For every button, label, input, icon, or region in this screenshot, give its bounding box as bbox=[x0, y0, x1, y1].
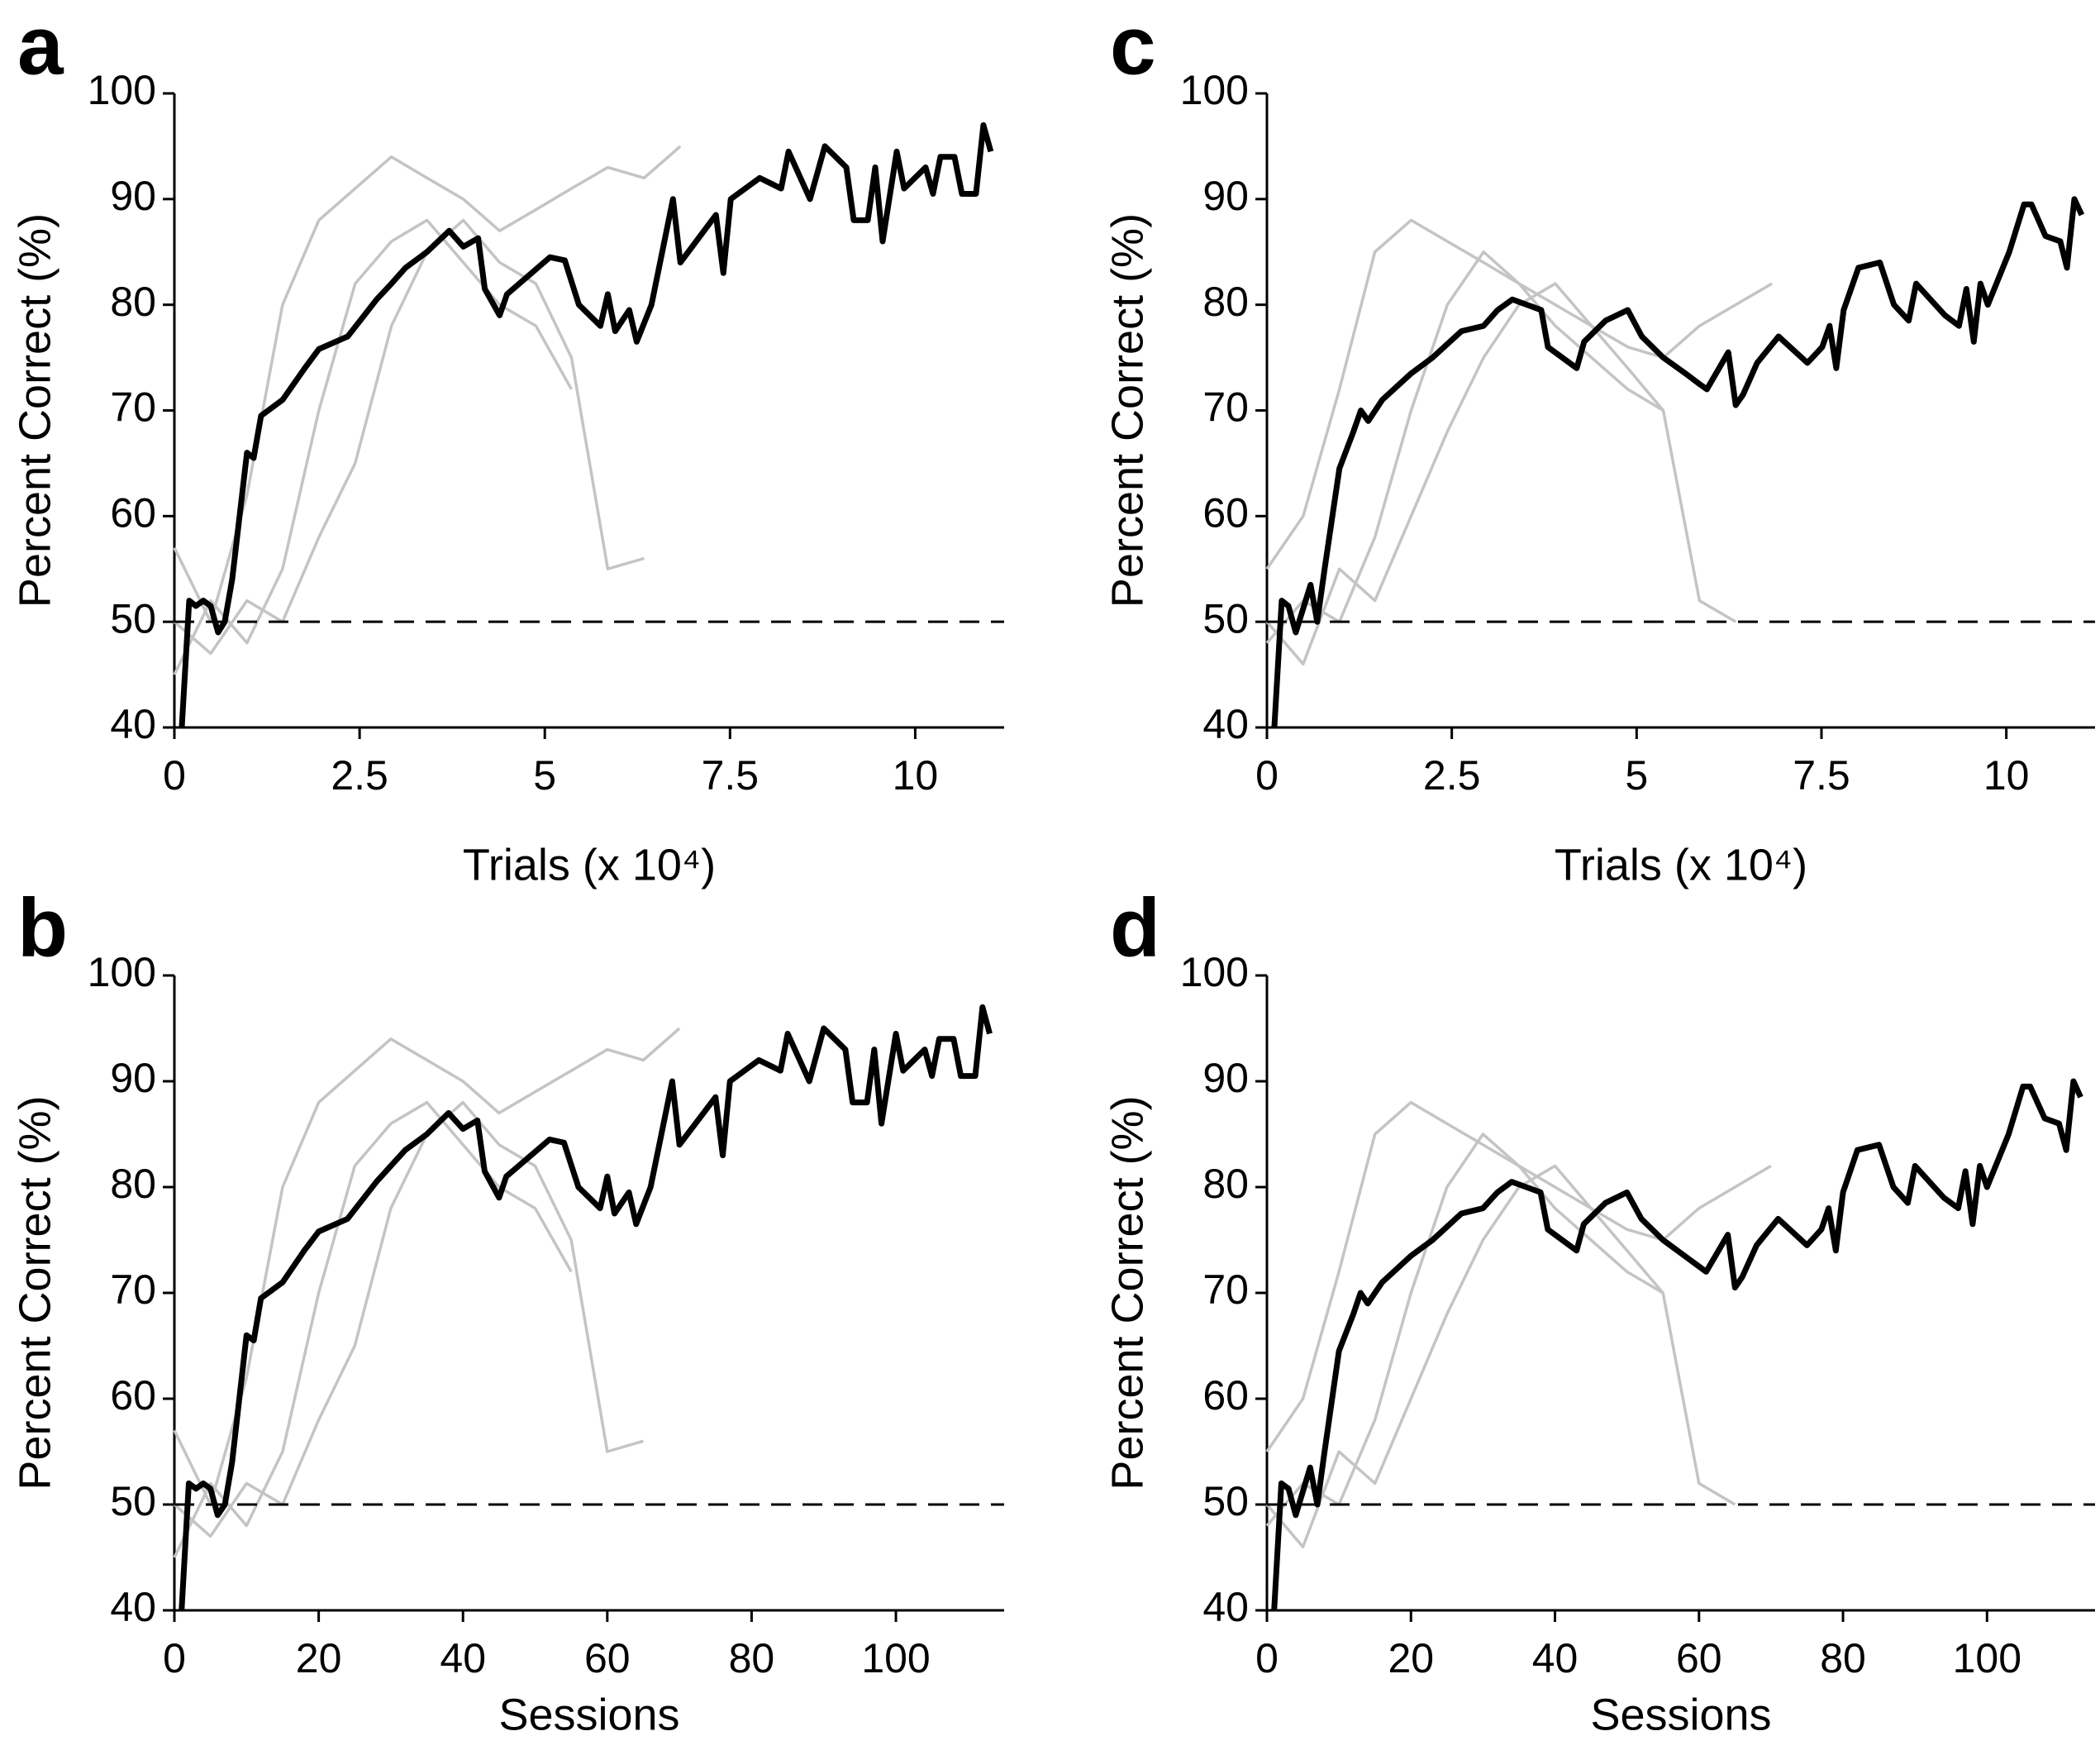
y-tick-label: 60 bbox=[110, 1372, 156, 1419]
x-tick-label: 60 bbox=[1676, 1635, 1722, 1681]
x-axis-label: Trials (x 10⁴) bbox=[463, 840, 716, 889]
y-tick-label: 80 bbox=[110, 279, 156, 325]
panel-label: d bbox=[1110, 881, 1160, 974]
y-tick-label: 100 bbox=[88, 949, 156, 995]
y-tick-label: 60 bbox=[1202, 490, 1249, 537]
x-tick-label: 2.5 bbox=[1423, 752, 1481, 799]
y-tick-label: 100 bbox=[1180, 67, 1249, 113]
x-tick-label: 60 bbox=[584, 1635, 631, 1681]
data-line bbox=[1271, 196, 2085, 728]
x-tick-label: 5 bbox=[533, 752, 556, 799]
y-tick-label: 50 bbox=[110, 1478, 156, 1524]
x-tick-label: 5 bbox=[1625, 752, 1648, 799]
x-tick-label: 40 bbox=[1532, 1635, 1579, 1681]
y-axis-label: Percent Correct (%) bbox=[10, 1095, 60, 1490]
y-tick-label: 80 bbox=[1202, 279, 1249, 325]
data-line bbox=[179, 1004, 993, 1611]
x-tick-label: 80 bbox=[729, 1635, 775, 1681]
panel-label: b bbox=[17, 881, 68, 974]
data-line bbox=[1265, 1164, 1736, 1548]
x-tick-label: 0 bbox=[1255, 1635, 1279, 1681]
y-axis-label: Percent Correct (%) bbox=[10, 213, 60, 608]
x-tick-label: 7.5 bbox=[1793, 752, 1850, 799]
y-tick-label: 70 bbox=[110, 384, 156, 431]
y-tick-label: 100 bbox=[1180, 949, 1249, 995]
data-line bbox=[1265, 250, 1664, 644]
y-tick-label: 40 bbox=[1202, 1584, 1249, 1630]
data-line bbox=[173, 218, 574, 675]
y-tick-label: 80 bbox=[110, 1161, 156, 1207]
data-line bbox=[173, 1100, 573, 1558]
y-axis-label: Percent Correct (%) bbox=[1102, 1095, 1152, 1490]
y-tick-label: 40 bbox=[1202, 701, 1249, 747]
data-line bbox=[173, 218, 645, 656]
x-tick-label: 10 bbox=[893, 752, 939, 799]
x-axis-label: Sessions bbox=[1590, 1690, 1771, 1739]
x-tick-label: 40 bbox=[440, 1635, 486, 1681]
y-tick-label: 90 bbox=[110, 1055, 156, 1101]
x-tick-label: 20 bbox=[1388, 1635, 1434, 1681]
y-axis-label: Percent Correct (%) bbox=[1102, 213, 1152, 608]
data-line bbox=[1265, 282, 1737, 666]
y-tick-label: 100 bbox=[88, 67, 156, 113]
panel-label: c bbox=[1110, 0, 1156, 92]
x-tick-label: 0 bbox=[1255, 752, 1279, 799]
y-tick-label: 50 bbox=[110, 595, 156, 641]
data-line bbox=[179, 122, 994, 728]
y-tick-label: 90 bbox=[1202, 173, 1249, 219]
data-line bbox=[1265, 218, 1773, 570]
x-axis-label: Trials (x 10⁴) bbox=[1555, 840, 1807, 889]
y-tick-label: 40 bbox=[110, 701, 156, 747]
panel-label: a bbox=[17, 0, 64, 92]
x-axis-label: Sessions bbox=[498, 1690, 679, 1739]
y-tick-label: 70 bbox=[1202, 1266, 1249, 1313]
y-tick-label: 60 bbox=[1202, 1372, 1249, 1419]
data-line bbox=[1265, 1100, 1772, 1452]
y-tick-label: 50 bbox=[1202, 595, 1249, 641]
x-tick-label: 100 bbox=[1953, 1635, 2021, 1681]
y-tick-label: 60 bbox=[110, 490, 156, 537]
data-line bbox=[173, 1100, 644, 1538]
data-line bbox=[1271, 1078, 2083, 1611]
y-tick-label: 90 bbox=[110, 173, 156, 219]
x-tick-label: 7.5 bbox=[702, 752, 760, 799]
y-tick-label: 70 bbox=[110, 1266, 156, 1313]
y-tick-label: 80 bbox=[1202, 1161, 1249, 1207]
x-tick-label: 20 bbox=[296, 1635, 342, 1681]
x-tick-label: 0 bbox=[163, 1635, 186, 1681]
x-tick-label: 2.5 bbox=[331, 752, 388, 799]
x-tick-label: 10 bbox=[1983, 752, 2030, 799]
y-tick-label: 50 bbox=[1202, 1478, 1249, 1524]
x-tick-label: 80 bbox=[1820, 1635, 1866, 1681]
x-tick-label: 100 bbox=[861, 1635, 930, 1681]
y-tick-label: 90 bbox=[1202, 1055, 1249, 1101]
y-tick-label: 70 bbox=[1202, 384, 1249, 431]
data-line bbox=[1265, 1133, 1664, 1527]
y-tick-label: 40 bbox=[110, 1584, 156, 1630]
x-tick-label: 0 bbox=[163, 752, 186, 799]
